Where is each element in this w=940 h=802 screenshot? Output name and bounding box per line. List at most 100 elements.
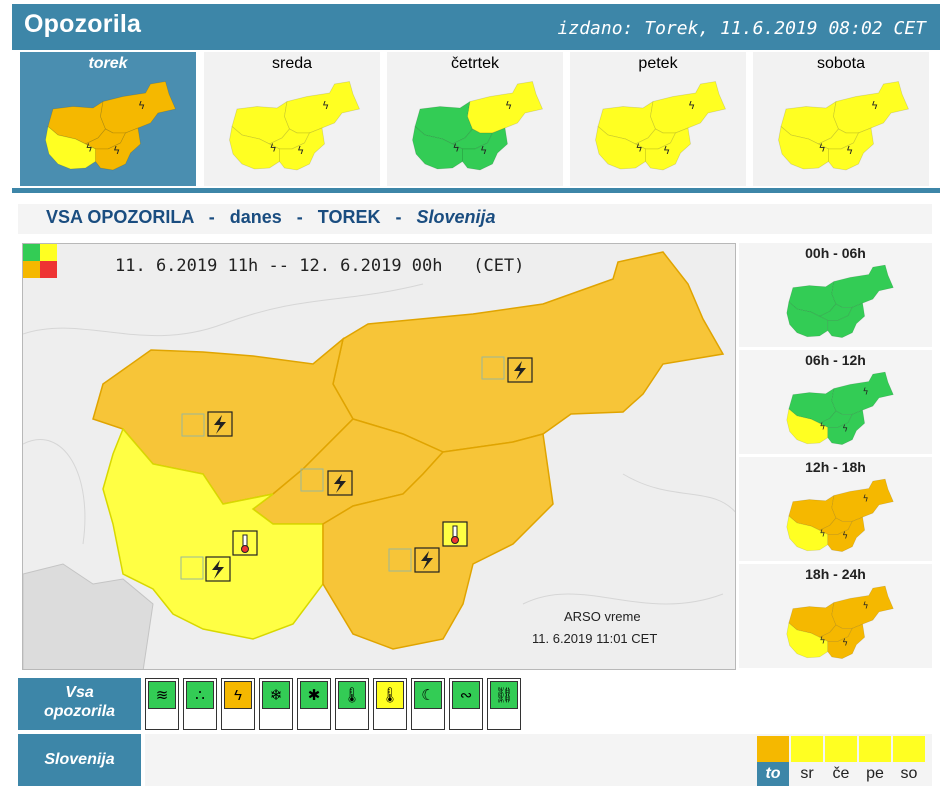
wind-icon: ≋ <box>148 681 176 709</box>
region-ne <box>467 81 544 134</box>
tab-day-0[interactable]: torek ϟ ϟ ϟ <box>20 52 196 186</box>
region-se <box>827 302 865 338</box>
tab-day-1[interactable]: sreda ϟ ϟ ϟ <box>204 52 380 186</box>
day-tile-color <box>825 736 857 762</box>
lightning-icon: ϟ <box>842 425 848 435</box>
lightning-icon <box>207 411 233 437</box>
lightning-icon <box>507 357 533 383</box>
warning-type-snow-button[interactable]: ❄ <box>259 678 293 730</box>
warning-type-thunderstorm-button[interactable]: ϟ <box>221 678 255 730</box>
period-label: 00h - 06h <box>805 245 866 261</box>
all-warnings-label-line2: opozorila <box>43 703 116 720</box>
lightning-icon: ϟ <box>113 144 120 157</box>
lightning-icon: ϟ <box>820 529 826 539</box>
credit-timestamp: 11. 6.2019 11:01 CET <box>532 631 658 646</box>
region-ne <box>831 585 894 629</box>
legend-orange-square <box>23 261 40 278</box>
lightning-icon: ϟ <box>688 99 695 112</box>
period-label: 12h - 18h <box>805 459 866 475</box>
low-temperature-icon: 🌡 <box>338 681 366 709</box>
warning-type-rain-button[interactable]: ∴ <box>183 678 217 730</box>
page-header: Opozorila izdano: Torek, 11.6.2019 08:02… <box>12 4 940 50</box>
title-today: danes <box>229 207 282 227</box>
day-tile-so[interactable]: so <box>893 736 925 786</box>
lightning-icon: ϟ <box>636 142 643 155</box>
region-se <box>95 127 141 171</box>
thunderstorm-icon: ϟ <box>224 681 252 709</box>
tab-day-3[interactable]: petek ϟ ϟ ϟ <box>570 52 746 186</box>
region-northeast <box>332 251 725 453</box>
lightning-icon: ϟ <box>863 495 869 505</box>
snow-ice-icon: ✱ <box>300 681 328 709</box>
region-se <box>462 127 508 171</box>
region-southeast <box>322 433 554 650</box>
divider <box>12 188 940 193</box>
region-ne <box>833 81 910 134</box>
credit-source: ARSO vreme <box>564 609 641 624</box>
region-ne <box>831 264 894 308</box>
rain-icon: ∴ <box>186 681 214 709</box>
day-tile-to[interactable]: to <box>757 736 789 786</box>
region-sw <box>786 515 829 552</box>
region-sw <box>786 622 829 659</box>
day-tile-sr[interactable]: sr <box>791 736 823 786</box>
warning-type-fog-button[interactable]: ☾ <box>411 678 445 730</box>
legend-red-square <box>40 261 57 278</box>
lightning-icon: ϟ <box>270 142 277 155</box>
lightning-icon: ϟ <box>820 636 826 646</box>
region-southwest <box>102 427 324 640</box>
tab-day-4[interactable]: sobota ϟ ϟ ϟ <box>753 52 929 186</box>
avalanche-icon: ⛓ <box>490 681 518 709</box>
period-map: ϟ ϟ ϟ <box>786 371 894 445</box>
day-tile-color <box>893 736 925 762</box>
map-background <box>23 251 735 669</box>
warning-type-low-temperature-button[interactable]: 🌡 <box>335 678 369 730</box>
day-tile-color <box>757 736 789 762</box>
period-06-12[interactable]: 06h - 12h ϟ ϟ ϟ <box>739 350 932 454</box>
period-label: 06h - 12h <box>805 352 866 368</box>
title-all-warnings: VSA OPOZORILA <box>46 207 194 227</box>
lightning-icon: ϟ <box>842 532 848 542</box>
warning-type-avalanche-button[interactable]: ⛓ <box>487 678 521 730</box>
lightning-icon: ϟ <box>86 142 93 155</box>
page-title: Opozorila <box>24 10 142 38</box>
legend-yellow-square <box>40 244 57 261</box>
region-sw <box>778 125 829 170</box>
tab-day-label: sreda <box>271 55 313 72</box>
warning-type-coastal-button[interactable]: ∾ <box>449 678 483 730</box>
warning-type-wind-button[interactable]: ≋ <box>145 678 179 730</box>
lightning-icon: ϟ <box>505 99 512 112</box>
lightning-icon: ϟ <box>453 142 460 155</box>
thermometer-icon <box>232 530 258 556</box>
day-tile-če[interactable]: če <box>825 736 857 786</box>
day-tile-pe[interactable]: pe <box>859 736 891 786</box>
period-column: 00h - 06h 06h - 12h ϟ ϟ ϟ 12h - 18h ϟ ϟ ϟ 18… <box>739 243 932 670</box>
lightning-icon <box>414 547 440 573</box>
title-weekday: TOREK <box>317 207 381 227</box>
region-ne <box>284 81 361 134</box>
tab-day-2[interactable]: četrtek ϟ ϟ ϟ <box>387 52 563 186</box>
region-ne <box>831 371 894 415</box>
warning-type-snow-ice-button[interactable]: ✱ <box>297 678 331 730</box>
day-tile-color <box>791 736 823 762</box>
all-warnings-label[interactable]: Vsa opozorila <box>18 678 141 730</box>
main-warning-map[interactable]: 11. 6.2019 11h -- 12. 6.2019 00h (CET) A… <box>22 243 736 670</box>
tab-day-label: sobota <box>816 55 866 72</box>
all-warnings-label-line1: Vsa <box>65 684 94 701</box>
title-separator: - <box>395 207 402 227</box>
title-separator: - <box>296 207 303 227</box>
day-map: ϟ ϟ ϟ <box>412 81 544 171</box>
warning-type-high-temperature-button[interactable]: 🌡 <box>373 678 407 730</box>
slovenija-label[interactable]: Slovenija <box>18 734 141 786</box>
fog-icon: ☾ <box>414 681 442 709</box>
lightning-icon: ϟ <box>863 388 869 398</box>
period-18-24[interactable]: 18h - 24h ϟ ϟ ϟ <box>739 564 932 668</box>
period-00-06[interactable]: 00h - 06h <box>739 243 932 347</box>
lightning-icon: ϟ <box>819 142 826 155</box>
period-label: 18h - 24h <box>805 566 866 582</box>
issued-timestamp: izdano: Torek, 11.6.2019 08:02 CET <box>557 18 926 39</box>
lightning-icon: ϟ <box>820 422 826 432</box>
lightning-icon: ϟ <box>297 144 304 157</box>
lightning-icon: ϟ <box>322 99 329 112</box>
period-12-18[interactable]: 12h - 18h ϟ ϟ ϟ <box>739 457 932 561</box>
